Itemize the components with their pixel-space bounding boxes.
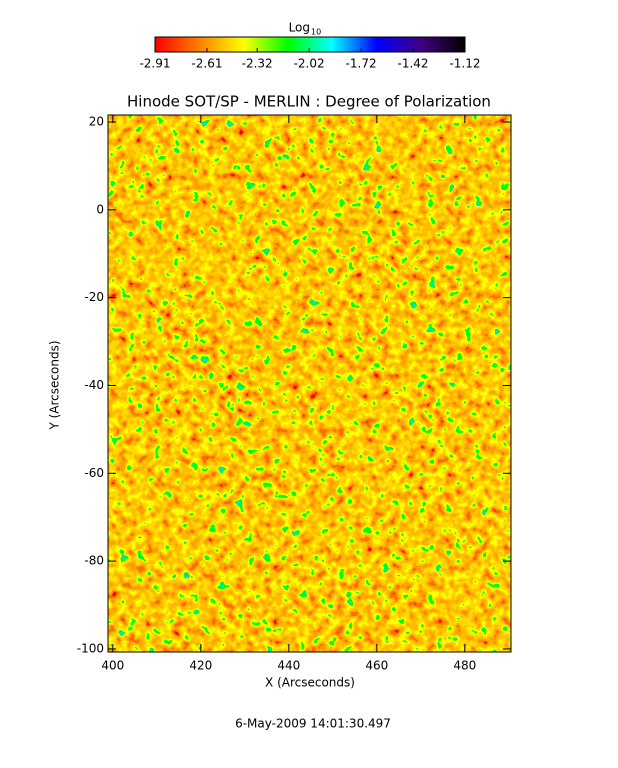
polarization-map [108,115,511,652]
chart-title: Hinode SOT/SP - MERLIN : Degree of Polar… [127,93,491,111]
x-tick-label: 460 [365,659,388,673]
colorbar-tick-label: -1.42 [398,57,429,71]
x-tick-label: 400 [101,659,124,673]
y-axis-label: Y (Arcseconds) [48,340,62,430]
x-axis-label: X (Arcseconds) [265,676,355,690]
colorbar-tick-label: -2.91 [139,57,170,71]
x-tick-label: 420 [189,659,212,673]
plot-frame [107,114,512,653]
y-tick-label: -100 [77,641,104,655]
y-tick-label: -40 [84,378,104,392]
colorbar-tick-label: -2.32 [242,57,273,71]
x-tick-label: 480 [453,659,476,673]
date-annotation: 6-May-2009 14:01:30.497 [235,717,391,731]
y-tick-label: -60 [84,466,104,480]
colorbar-tick-label: -2.61 [191,57,222,71]
colorbar-tick-label: -1.72 [346,57,377,71]
y-tick-label: -80 [84,554,104,568]
colorbar-label: Log [289,21,310,35]
colorbar-label-subscript: 10 [311,28,321,37]
x-tick-label: 440 [277,659,300,673]
y-tick-label: 0 [96,202,104,216]
y-tick-label: 20 [89,115,104,129]
colorbar-tick-label: -1.12 [449,57,480,71]
colorbar-tick-label: -2.02 [294,57,325,71]
colorbar [154,36,466,53]
y-tick-label: -20 [84,290,104,304]
